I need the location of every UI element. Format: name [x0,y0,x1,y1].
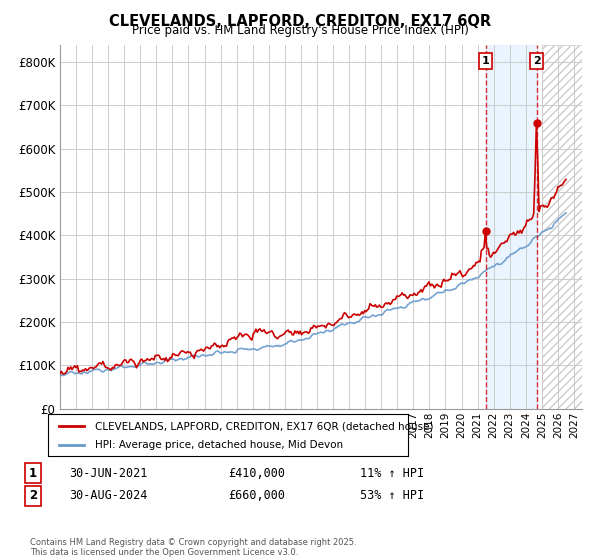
Text: 11% ↑ HPI: 11% ↑ HPI [360,466,424,480]
Text: HPI: Average price, detached house, Mid Devon: HPI: Average price, detached house, Mid … [95,440,343,450]
Bar [542,45,582,409]
Text: 30-AUG-2024: 30-AUG-2024 [69,489,148,502]
Text: Price paid vs. HM Land Registry's House Price Index (HPI): Price paid vs. HM Land Registry's House … [131,24,469,37]
Text: CLEVELANDS, LAPFORD, CREDITON, EX17 6QR: CLEVELANDS, LAPFORD, CREDITON, EX17 6QR [109,14,491,29]
Text: 53% ↑ HPI: 53% ↑ HPI [360,489,424,502]
Text: 1: 1 [29,466,37,480]
Text: 2: 2 [29,489,37,502]
Bar [485,45,536,409]
Bar [542,45,582,409]
Text: £660,000: £660,000 [228,489,285,502]
Text: Contains HM Land Registry data © Crown copyright and database right 2025.
This d: Contains HM Land Registry data © Crown c… [30,538,356,557]
Text: 1: 1 [482,56,490,66]
Text: £410,000: £410,000 [228,466,285,480]
Text: CLEVELANDS, LAPFORD, CREDITON, EX17 6QR (detached house): CLEVELANDS, LAPFORD, CREDITON, EX17 6QR … [95,421,433,431]
Text: 2: 2 [533,56,541,66]
Text: 30-JUN-2021: 30-JUN-2021 [69,466,148,480]
